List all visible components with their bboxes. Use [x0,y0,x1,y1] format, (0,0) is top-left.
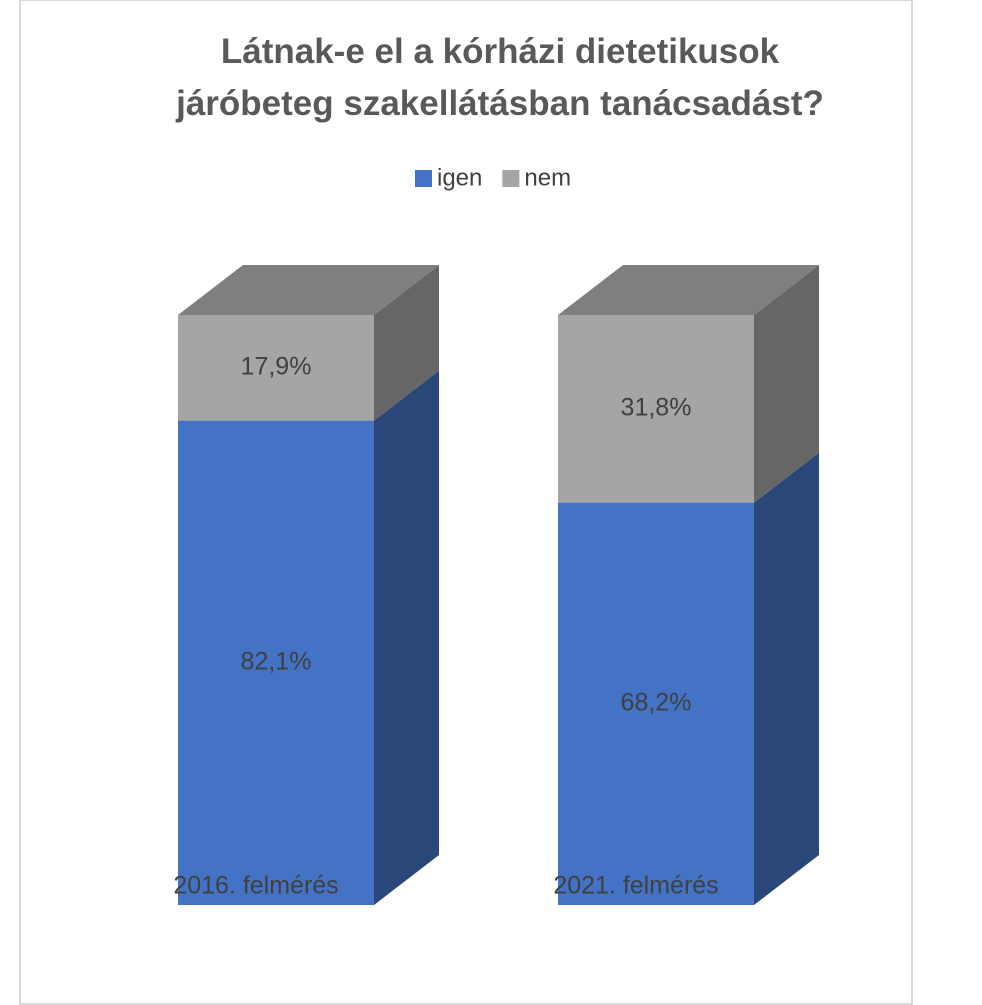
bar-top [558,265,819,315]
bar-side [754,452,819,905]
bar-side [374,265,439,421]
legend-label: igen [437,164,482,191]
bar-side [754,265,819,503]
data-label: 17,9% [241,352,312,380]
legend-swatch [502,170,520,187]
bar-side [374,370,439,905]
legend-label: nem [524,164,571,191]
bar-segment [558,315,754,503]
bar-segment [178,315,374,421]
chart-title: Látnak-e el a kórházi dietetikusok járób… [176,32,824,123]
data-label: 31,8% [621,393,692,421]
bar-segment [178,420,374,905]
legend-swatch [415,170,432,187]
x-tick-label: 2016. felmérés [173,872,338,900]
data-label: 68,2% [621,688,692,716]
x-tick-label: 2021. felmérés [553,872,718,900]
bar-segment [558,502,754,905]
data-label: 82,1% [241,647,312,675]
bar-top [178,265,439,315]
